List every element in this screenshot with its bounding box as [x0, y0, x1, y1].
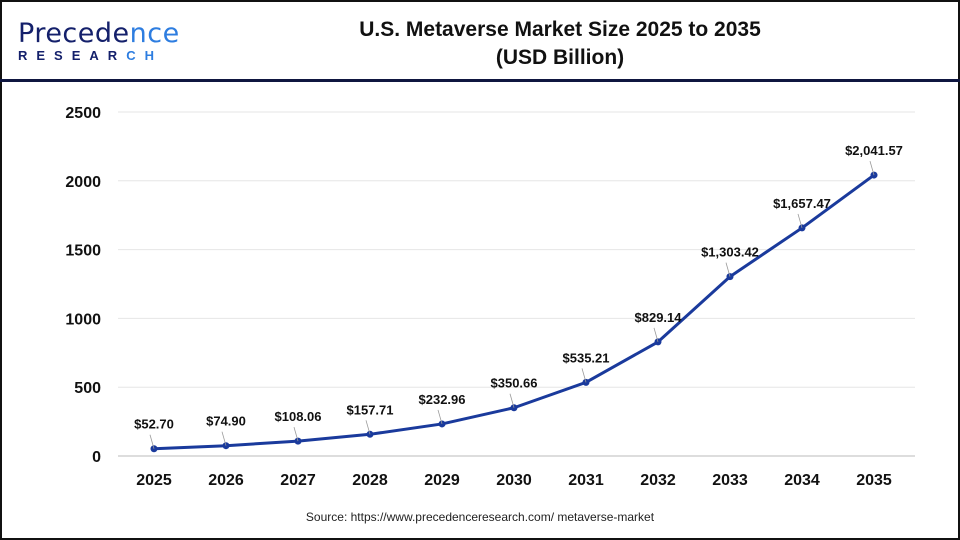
data-label-leader — [509, 393, 515, 408]
data-label-leader — [437, 409, 443, 425]
x-tick-label: 2034 — [784, 472, 820, 489]
precedence-research-logo: Precedence RESEARCH — [18, 18, 180, 63]
data-label: $52.70 — [134, 417, 174, 432]
data-label: $829.14 — [635, 310, 683, 325]
y-tick-label: 2000 — [65, 174, 101, 191]
x-tick-label: 2033 — [712, 472, 748, 489]
x-tick-label: 2029 — [424, 472, 460, 489]
data-label: $157.71 — [347, 402, 394, 417]
data-label-leader — [581, 368, 587, 383]
y-tick-label: 500 — [74, 380, 101, 397]
source-note: Source: https://www.precedenceresearch.c… — [305, 510, 655, 524]
data-label: $535.21 — [563, 350, 610, 365]
x-tick-label: 2028 — [352, 472, 388, 489]
x-tick-label: 2025 — [136, 472, 172, 489]
data-label: $1,303.42 — [701, 245, 759, 260]
header-divider — [0, 79, 960, 82]
title-line-1: U.S. Metaverse Market Size 2025 to 2035 — [359, 18, 761, 41]
data-label: $2,041.57 — [845, 143, 903, 158]
data-label-leader — [869, 160, 875, 176]
data-label-leader — [365, 420, 371, 435]
x-tick-label: 2027 — [280, 472, 316, 489]
x-tick-label: 2032 — [640, 472, 676, 489]
data-label-leader — [797, 213, 803, 229]
data-label-leader — [149, 434, 155, 449]
chart-title: U.S. Metaverse Market Size 2025 to 2035 … — [300, 16, 820, 72]
y-tick-label: 0 — [92, 449, 101, 466]
data-label-leader — [221, 431, 227, 446]
data-label: $108.06 — [275, 409, 322, 424]
data-label-leader — [293, 427, 299, 442]
data-label-leader — [653, 327, 659, 343]
x-tick-label: 2035 — [856, 472, 892, 489]
y-tick-label: 1000 — [65, 311, 101, 328]
title-line-2: (USD Billion) — [495, 46, 625, 69]
data-label-leader — [725, 262, 731, 277]
data-label: $350.66 — [491, 376, 538, 391]
y-tick-label: 1500 — [65, 243, 101, 260]
data-label: $1,657.47 — [773, 196, 831, 211]
x-tick-label: 2030 — [496, 472, 532, 489]
x-tick-label: 2031 — [568, 472, 604, 489]
y-tick-label: 2500 — [65, 105, 101, 122]
data-label: $74.90 — [206, 414, 246, 429]
x-tick-label: 2026 — [208, 472, 244, 489]
data-label: $232.96 — [419, 392, 466, 407]
